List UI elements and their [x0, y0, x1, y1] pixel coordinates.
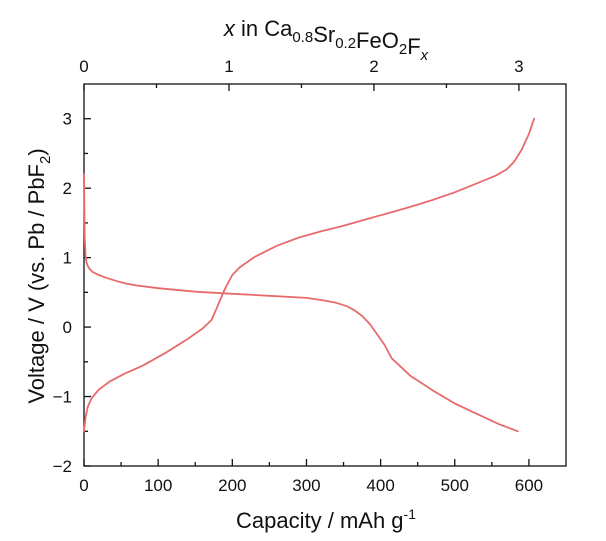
y-tick-label: −1: [53, 388, 72, 407]
y-tick-label: 1: [63, 249, 72, 268]
top-title-part: 2: [399, 41, 407, 58]
top-x-tick-label: 0: [79, 57, 88, 76]
curve-discharge: [84, 174, 518, 431]
plot-border: [84, 84, 566, 466]
curve-charge: [84, 119, 534, 432]
y-tick-label: 0: [63, 318, 72, 337]
y-axis-title-subscript: 2: [37, 156, 54, 164]
x-axis-title: Capacity / mAh g-1: [236, 506, 416, 533]
top-x-tick-label: 3: [514, 57, 523, 76]
x-tick-label: 300: [292, 476, 320, 495]
y-tick-label: 3: [63, 110, 72, 129]
x-tick-label: 600: [515, 476, 543, 495]
y-tick-label: 2: [63, 179, 72, 198]
top-x-tick-label: 2: [369, 57, 378, 76]
top-title-part: x: [420, 47, 429, 64]
y-axis-title: Voltage / V (vs. Pb / PbF2): [24, 148, 54, 403]
x-tick-label: 100: [144, 476, 172, 495]
x-tick-label: 0: [79, 476, 88, 495]
curves: [84, 119, 534, 432]
voltage-capacity-chart: 0 100 200 300 400 500 600 0 1 2 3 −2 −1 0 1 2 3 Capaci…: [0, 0, 606, 541]
x-tick-label: 400: [366, 476, 394, 495]
top-title-part: FeO: [356, 28, 399, 53]
bottom-x-axis: 0 100 200 300 400 500 600: [79, 459, 543, 495]
top-title-part: 0.8: [292, 29, 313, 46]
top-x-axis-title: x in Ca0.8Sr0.2FeO2Fx: [223, 16, 429, 64]
x-axis-title-exponent: -1: [404, 506, 417, 522]
top-x-tick-label: 1: [224, 57, 233, 76]
x-tick-label: 200: [218, 476, 246, 495]
y-axis-title-end: ): [24, 148, 49, 155]
y-tick-label: −2: [53, 457, 72, 476]
top-title-part: 0.2: [335, 35, 356, 52]
top-title-part: Sr: [313, 22, 335, 47]
top-title-part: F: [407, 34, 420, 59]
y-axis-title-main: Voltage / V (vs. Pb / PbF: [24, 164, 49, 404]
x-tick-label: 500: [441, 476, 469, 495]
x-axis-title-main: Capacity / mAh g: [236, 508, 404, 533]
top-x-axis: 0 1 2 3: [79, 57, 523, 91]
plot-frame: [84, 84, 566, 466]
top-title-part: in Ca: [235, 16, 293, 41]
